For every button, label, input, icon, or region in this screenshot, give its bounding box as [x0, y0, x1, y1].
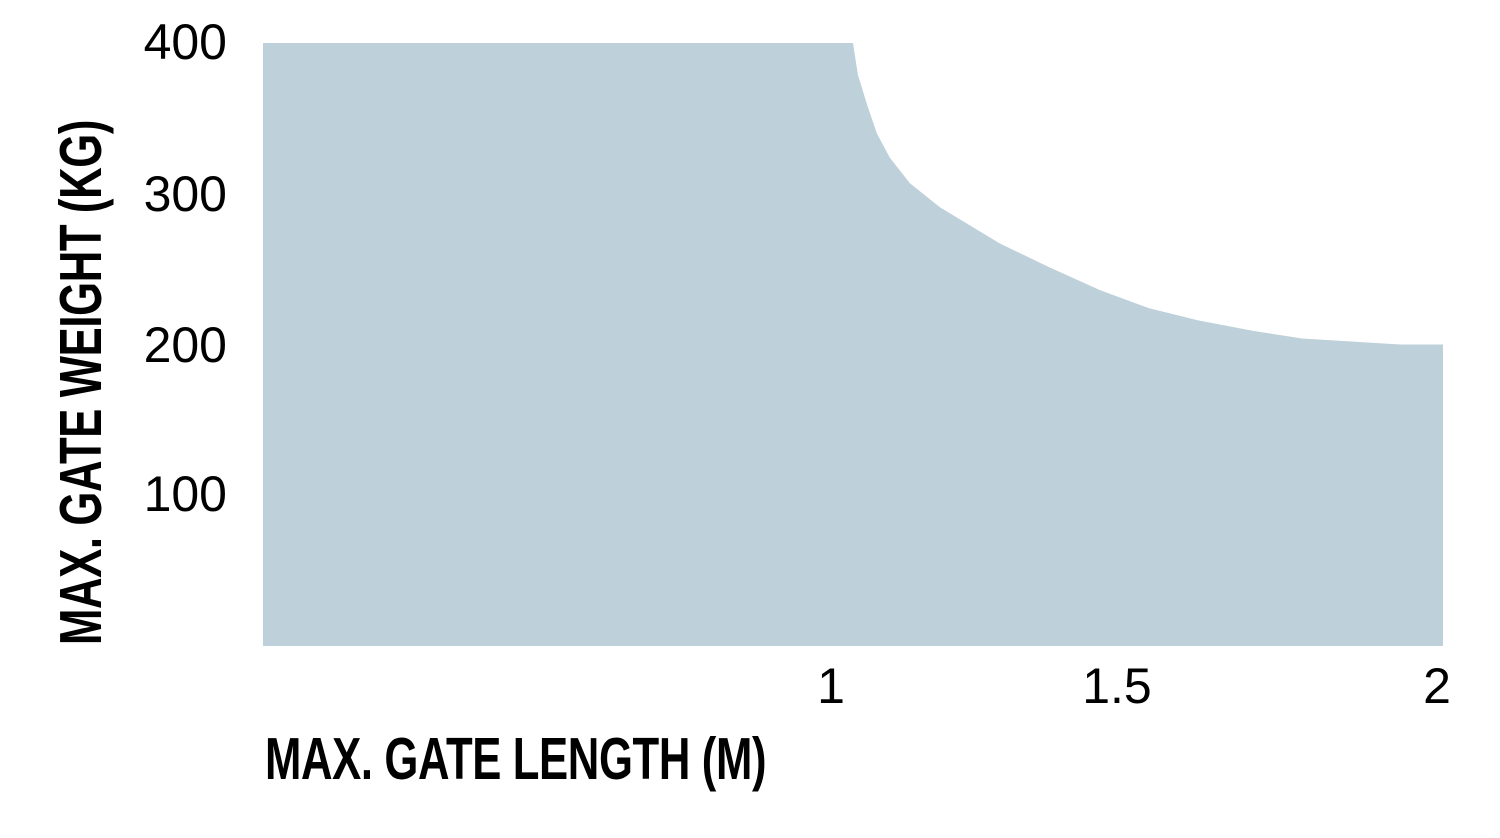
y-tick-100: 100	[143, 466, 227, 522]
x-tick-1-5: 1.5	[1082, 658, 1152, 714]
y-tick-200: 200	[143, 317, 227, 373]
x-axis-title: MAX. GATE LENGTH (M)	[265, 726, 767, 792]
y-tick-300: 300	[143, 166, 227, 222]
y-axis-title: MAX. GATE WEIGHT (KG)	[48, 119, 114, 646]
x-tick-2: 2	[1423, 658, 1451, 714]
capacity-area-fill	[263, 43, 1443, 646]
x-tick-1: 1	[817, 658, 845, 714]
y-tick-400: 400	[143, 14, 227, 70]
